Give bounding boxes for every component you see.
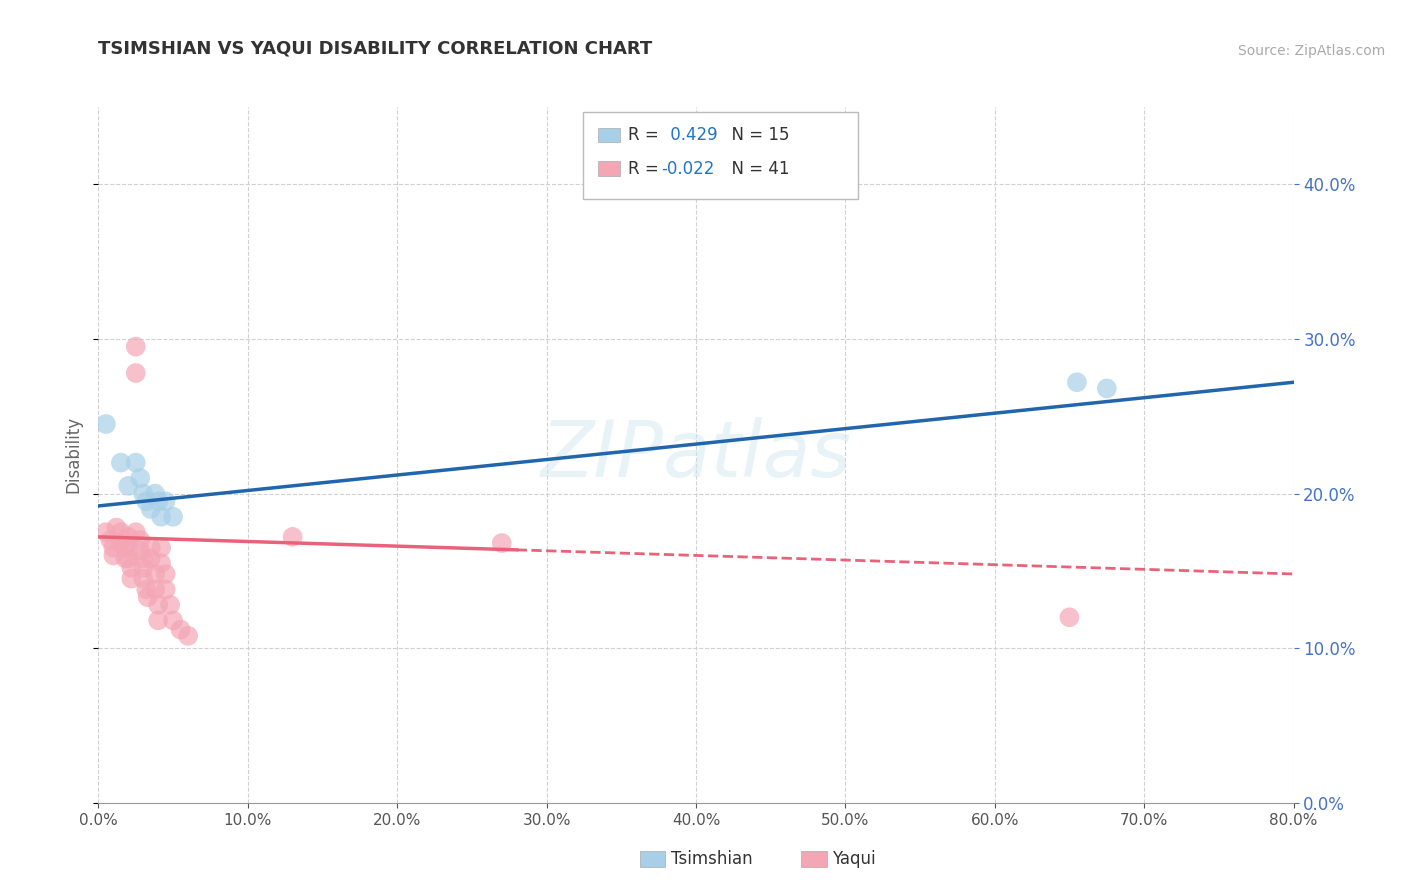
Point	[150, 556, 173, 570]
Point	[139, 502, 162, 516]
Point	[143, 566, 166, 581]
Text: Yaqui: Yaqui	[832, 850, 876, 868]
Point	[110, 525, 132, 540]
Point	[491, 536, 513, 550]
Text: TSIMSHIAN VS YAQUI DISABILITY CORRELATION CHART: TSIMSHIAN VS YAQUI DISABILITY CORRELATIO…	[98, 40, 652, 58]
Point	[148, 598, 170, 612]
Point	[139, 551, 162, 566]
Text: R =: R =	[628, 160, 665, 178]
Point	[103, 549, 125, 563]
Point	[125, 366, 148, 380]
Point	[136, 590, 159, 604]
Point	[94, 417, 117, 431]
Point	[125, 525, 148, 540]
Point	[139, 541, 162, 555]
Point	[155, 566, 177, 581]
Point	[120, 572, 142, 586]
Point	[177, 629, 200, 643]
Point	[129, 533, 152, 547]
Point	[132, 486, 155, 500]
Text: 0.429: 0.429	[665, 126, 717, 144]
Point	[129, 471, 152, 485]
Text: Source: ZipAtlas.com: Source: ZipAtlas.com	[1237, 44, 1385, 58]
Point	[125, 456, 148, 470]
Point	[110, 456, 132, 470]
Y-axis label: Disability: Disability	[65, 417, 83, 493]
Point	[117, 530, 139, 544]
Point	[100, 533, 122, 547]
Point	[143, 486, 166, 500]
Point	[148, 613, 170, 627]
Point	[117, 541, 139, 555]
Text: Tsimshian: Tsimshian	[671, 850, 752, 868]
Point	[105, 520, 128, 534]
Point	[148, 494, 170, 508]
Point	[169, 623, 191, 637]
Point	[129, 543, 152, 558]
Point	[135, 582, 157, 597]
Point	[1059, 610, 1081, 624]
Text: N = 41: N = 41	[721, 160, 790, 178]
Point	[132, 561, 155, 575]
Point	[132, 551, 155, 566]
Point	[125, 340, 148, 354]
Point	[155, 582, 177, 597]
Point	[1095, 381, 1118, 395]
Point	[114, 551, 136, 566]
Text: ZIPatlas: ZIPatlas	[540, 417, 852, 493]
Point	[159, 598, 181, 612]
Point	[1066, 376, 1088, 390]
Point	[117, 551, 139, 566]
Point	[150, 509, 173, 524]
Point	[162, 613, 184, 627]
Text: R =: R =	[628, 126, 665, 144]
Point	[120, 561, 142, 575]
Text: N = 15: N = 15	[721, 126, 790, 144]
Point	[94, 525, 117, 540]
Point	[150, 541, 173, 555]
Point	[114, 541, 136, 555]
Point	[155, 494, 177, 508]
Point	[103, 541, 125, 555]
Point	[110, 536, 132, 550]
Point	[162, 509, 184, 524]
Point	[143, 582, 166, 597]
Point	[117, 479, 139, 493]
Text: -0.022: -0.022	[661, 160, 714, 178]
Point	[281, 530, 304, 544]
Point	[135, 494, 157, 508]
Point	[132, 572, 155, 586]
